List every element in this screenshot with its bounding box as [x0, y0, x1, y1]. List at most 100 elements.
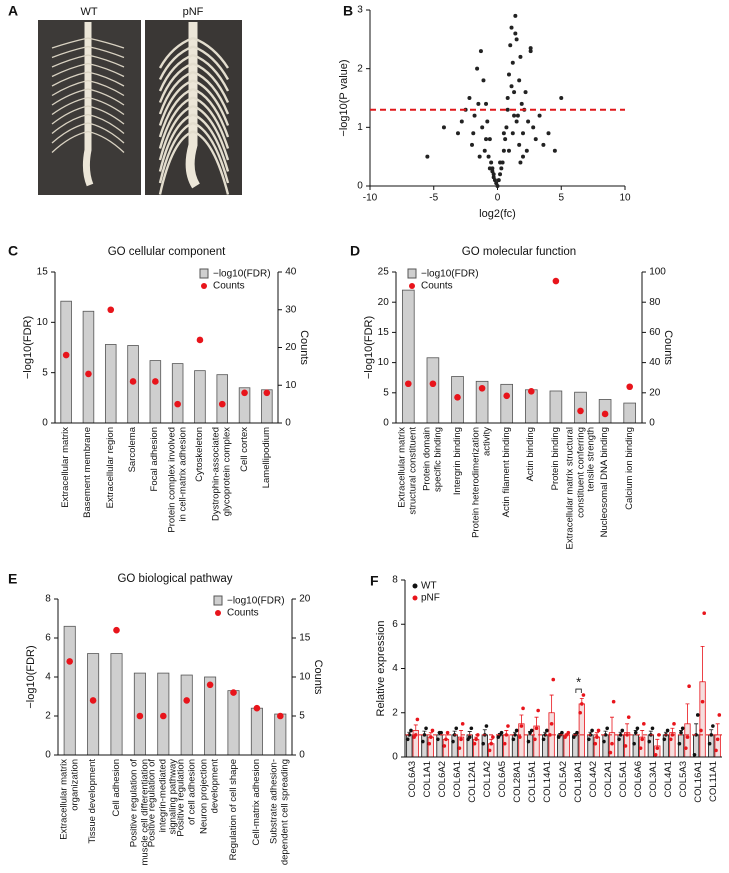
y-tick-label: 0: [285, 418, 291, 429]
bar: [647, 734, 654, 758]
data-point: [653, 752, 658, 757]
y-tick-label: 2: [45, 711, 51, 722]
data-point: [546, 131, 551, 136]
data-point: [454, 726, 459, 731]
count-dot: [183, 697, 190, 704]
data-point: [475, 66, 480, 71]
y-tick-label: 80: [649, 297, 661, 308]
y-tick-label: 0: [649, 418, 655, 429]
x-tick-label: Dystrophin-associated glycoprotein compl…: [210, 427, 233, 521]
count-dot: [552, 277, 560, 285]
y-tick-label: 0: [383, 418, 389, 429]
nerve: [158, 87, 194, 138]
y-tick-label: 10: [37, 317, 49, 328]
nerve: [87, 122, 125, 144]
x-tick-label: Protein heterodimerization activity: [470, 427, 493, 538]
x-tick-label: COL5A2: [557, 761, 569, 798]
data-point: [425, 154, 430, 159]
count-dot: [601, 410, 609, 418]
bar: [274, 713, 287, 756]
axis-title: −log10(FDR): [363, 316, 375, 379]
data-point: [477, 154, 482, 159]
legend-swatch: [412, 583, 418, 589]
count-dot: [113, 626, 120, 634]
nerve: [87, 45, 125, 59]
y-tick-label: 60: [649, 327, 661, 338]
bar: [481, 734, 488, 758]
bar: [216, 374, 229, 424]
x-tick-label: COL14A1: [542, 761, 554, 803]
x-tick-label: Substrate adhesion- dependent cell sprea…: [268, 759, 291, 866]
bar: [426, 357, 440, 424]
data-point: [642, 722, 646, 726]
data-point: [524, 148, 529, 153]
bar: [500, 383, 514, 424]
data-point: [501, 131, 506, 136]
x-tick-label: COL15A1: [527, 761, 539, 803]
x-tick-label: COL6A5: [496, 761, 508, 798]
data-point: [638, 746, 643, 750]
nerve: [87, 113, 125, 134]
error-bar: [640, 730, 645, 738]
bar: [250, 707, 263, 756]
data-point: [699, 728, 703, 733]
x-tick-label: COL4A2: [587, 761, 599, 798]
x-tick-label: Actin filament binding: [500, 427, 512, 518]
x-tick-label: Extracellular matrix organization: [58, 759, 80, 840]
data-point: [481, 741, 485, 746]
data-point: [509, 84, 514, 89]
data-point: [476, 101, 481, 106]
x-tick-label: Extracellular region: [104, 427, 116, 509]
nerve: [158, 121, 194, 184]
y-tick-label: 4: [45, 672, 51, 683]
x-tick-label: Protein complex involved in cell-matrix …: [166, 427, 188, 533]
x-tick-label: Actin binding: [525, 427, 537, 482]
data-point: [478, 49, 483, 54]
x-tick-label: COL2A1: [602, 761, 614, 798]
data-point: [445, 730, 450, 735]
nerve: [51, 37, 89, 49]
panel-label: C: [8, 243, 18, 259]
nerve: [158, 62, 194, 103]
data-point: [605, 726, 609, 731]
x-tick-label: Calcium ion binding: [623, 427, 635, 510]
chart-title: GO biological pathway: [117, 573, 232, 585]
bar: [104, 344, 117, 424]
count-dot: [528, 387, 535, 395]
count-dot: [174, 400, 181, 408]
legend-label: Counts: [227, 608, 259, 619]
data-point: [459, 119, 464, 124]
data-point: [560, 730, 564, 735]
data-point: [514, 728, 519, 733]
error-bar: [459, 730, 464, 738]
legend-label: −log10(FDR): [421, 269, 479, 280]
error-bar: [700, 645, 705, 682]
bar: [87, 653, 100, 756]
data-point: [700, 699, 705, 704]
data-point: [566, 730, 571, 735]
bar: [82, 310, 95, 424]
data-point: [533, 737, 537, 742]
data-point: [687, 684, 691, 688]
x-tick-label: Regulation of cell shape: [227, 759, 239, 861]
data-point: [580, 702, 584, 706]
nerve: [51, 62, 89, 78]
y-tick-label: 20: [378, 297, 390, 308]
nerve: [192, 121, 230, 184]
count-dot: [160, 712, 167, 720]
count-dot: [129, 378, 137, 385]
data-point: [442, 744, 447, 748]
data-point: [662, 737, 667, 742]
data-point: [714, 748, 718, 753]
nerve: [87, 130, 125, 153]
data-point: [420, 739, 425, 744]
data-point: [518, 54, 523, 59]
data-point: [485, 119, 490, 124]
nerve: [51, 79, 89, 97]
data-point: [487, 748, 492, 753]
x-tick-label: Cell adhesion: [110, 759, 122, 817]
spinal-cord-wt: [82, 22, 94, 187]
nerve: [51, 96, 89, 116]
data-point: [459, 737, 463, 742]
nerve: [192, 79, 230, 126]
